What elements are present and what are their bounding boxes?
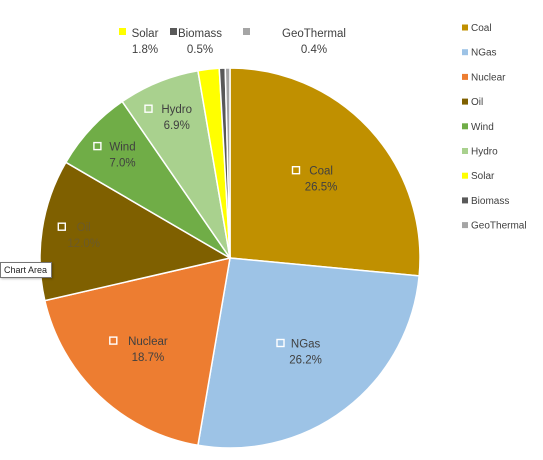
legend-swatch-solar xyxy=(462,172,468,179)
legend-item-biomass: Biomass xyxy=(462,196,509,207)
slice-label-solar: Solar 1.8% xyxy=(119,28,159,56)
legend-item-nuclear: Nuclear xyxy=(462,72,506,83)
label-marker-geothermal xyxy=(243,28,250,35)
slice-name-coal: Coal xyxy=(309,166,333,178)
legend-swatch-biomass xyxy=(462,197,468,204)
slice-name-nuclear: Nuclear xyxy=(128,336,168,348)
slice-name-geothermal: GeoThermal xyxy=(282,28,346,40)
legend-item-hydro: Hydro xyxy=(462,147,498,158)
slice-label-geothermal: GeoThermal 0.4% xyxy=(243,28,346,56)
legend-swatch-nuclear xyxy=(462,73,468,80)
pie-slice-geothermal[interactable] xyxy=(224,67,231,259)
pie-slices xyxy=(39,67,421,449)
legend-label-geothermal: GeoThermal xyxy=(471,221,527,232)
legend-swatch-geothermal xyxy=(462,222,468,229)
legend-item-oil: Oil xyxy=(462,97,483,108)
legend-swatch-oil xyxy=(462,98,468,105)
legend-label-biomass: Biomass xyxy=(471,196,509,207)
legend-swatch-wind xyxy=(462,123,468,130)
pie-slice-nuclear[interactable] xyxy=(43,257,231,447)
outside-slice-labels: Solar 1.8% Biomass 0.5% GeoThermal 0.4% xyxy=(119,28,346,56)
pie-slice-ngas[interactable] xyxy=(197,257,420,449)
legend-label-solar: Solar xyxy=(471,171,495,182)
slice-label-nuclear: Nuclear 18.7% xyxy=(109,336,168,364)
legend-label-oil: Oil xyxy=(471,97,483,108)
label-marker-ngas xyxy=(276,338,285,348)
slice-label-wind: Wind 7.0% xyxy=(93,141,136,170)
slice-label-ngas: NGas 26.2% xyxy=(276,338,322,367)
legend-item-solar: Solar xyxy=(462,171,495,182)
label-marker-solar xyxy=(119,28,126,35)
legend-swatch-coal xyxy=(462,24,468,31)
slice-value-nuclear: 18.7% xyxy=(132,352,165,364)
slice-name-biomass: Biomass xyxy=(178,28,222,40)
slice-value-coal: 26.5% xyxy=(305,182,338,194)
legend-item-geothermal: GeoThermal xyxy=(462,221,527,232)
slice-name-oil: Oil xyxy=(77,222,91,234)
label-marker-wind xyxy=(93,141,102,151)
slice-label-coal: Coal 26.5% xyxy=(291,165,338,194)
label-marker-hydro xyxy=(144,104,153,113)
slice-value-wind: 7.0% xyxy=(109,158,135,170)
chart-area-tooltip: Chart Area xyxy=(0,262,53,278)
legend-item-ngas: NGas xyxy=(462,48,497,59)
slice-value-ngas: 26.2% xyxy=(289,355,322,367)
legend-item-coal: Coal xyxy=(462,23,492,34)
pie-slice-coal[interactable] xyxy=(229,67,421,277)
slice-name-solar: Solar xyxy=(132,28,159,40)
slice-value-hydro: 6.9% xyxy=(164,120,190,132)
pie-slice-oil[interactable] xyxy=(39,161,233,302)
label-marker-oil xyxy=(57,222,66,231)
legend-label-hydro: Hydro xyxy=(471,147,498,158)
legend-label-nuclear: Nuclear xyxy=(471,72,506,83)
slice-name-ngas: NGas xyxy=(291,339,321,351)
legend-label-coal: Coal xyxy=(471,23,492,34)
slice-value-oil: 12.0% xyxy=(67,238,100,250)
legend-label-ngas: NGas xyxy=(471,48,497,59)
legend-swatch-ngas xyxy=(462,49,468,56)
slice-value-biomass: 0.5% xyxy=(187,44,213,56)
legend-label-wind: Wind xyxy=(471,122,494,133)
slice-label-hydro: Hydro 6.9% xyxy=(144,104,192,132)
slice-labels: Coal 26.5% NGas 26.2% Nuclear 18.7% Oil 12.0% Wi… xyxy=(57,104,338,367)
slice-name-hydro: Hydro xyxy=(161,104,192,116)
label-marker-biomass xyxy=(170,28,177,35)
slice-name-wind: Wind xyxy=(109,142,135,154)
slice-label-oil: Oil 12.0% xyxy=(57,222,100,250)
label-marker-coal xyxy=(291,165,301,175)
legend-swatch-hydro xyxy=(462,148,468,154)
label-marker-nuclear xyxy=(109,336,118,345)
legend: Coal NGas Nuclear Oil Wind Hydro Solar Biomass G… xyxy=(462,23,527,232)
slice-value-geothermal: 0.4% xyxy=(301,44,327,56)
slice-value-solar: 1.8% xyxy=(132,44,158,56)
legend-item-wind: Wind xyxy=(462,122,494,133)
slice-label-biomass: Biomass 0.5% xyxy=(170,28,222,56)
